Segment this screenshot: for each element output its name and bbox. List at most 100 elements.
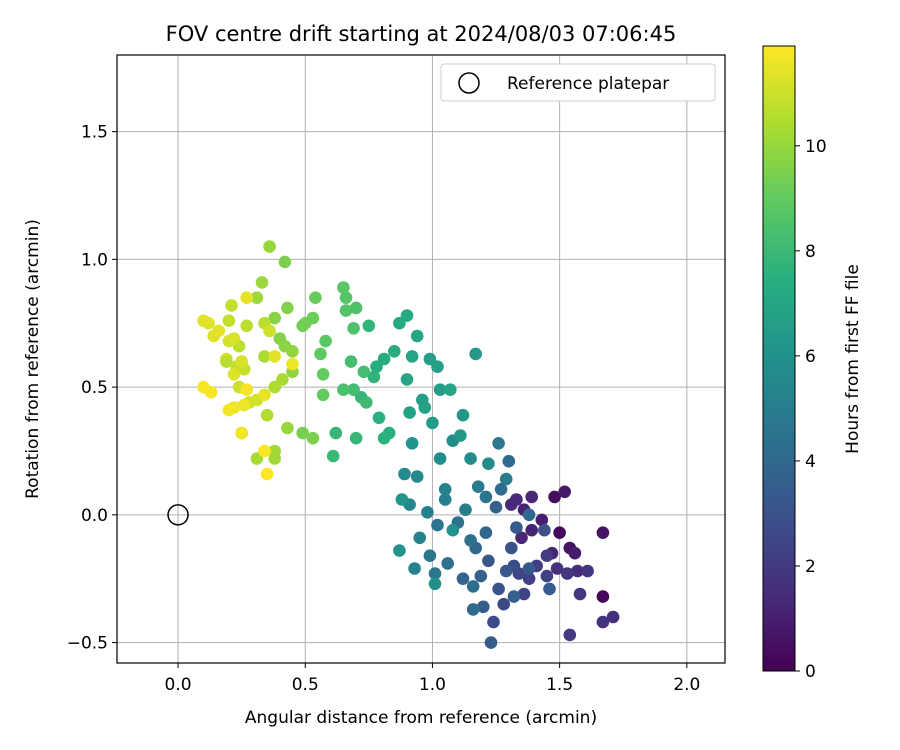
data-point <box>494 483 508 496</box>
data-point <box>240 319 253 333</box>
data-point <box>456 572 470 585</box>
data-point <box>466 580 480 593</box>
data-point <box>400 373 414 386</box>
data-point <box>499 472 513 486</box>
data-point <box>250 291 264 305</box>
data-point <box>263 240 276 253</box>
data-point <box>260 467 274 481</box>
data-point <box>553 526 566 539</box>
data-point <box>235 355 248 368</box>
data-point <box>606 610 620 624</box>
data-point <box>372 411 386 425</box>
data-point <box>360 396 373 409</box>
data-point <box>400 309 414 322</box>
colorbar-ticks: 0 2 4 6 8 10 <box>795 137 827 682</box>
data-point <box>347 383 360 397</box>
data-point <box>423 352 437 366</box>
legend: Reference platepar <box>440 63 716 102</box>
data-point <box>405 437 419 450</box>
colorbar-tick-label: 6 <box>805 347 816 367</box>
data-point <box>568 546 582 560</box>
data-point <box>349 431 363 445</box>
colorbar-tick-label: 2 <box>805 557 816 577</box>
data-point <box>220 355 233 368</box>
data-point <box>535 513 549 527</box>
data-point <box>482 457 495 471</box>
data-point <box>326 449 340 463</box>
data-point <box>227 368 241 381</box>
data-point <box>337 281 350 294</box>
data-point <box>505 541 518 555</box>
data-point <box>477 600 490 614</box>
data-point <box>540 549 554 562</box>
data-point <box>398 467 411 481</box>
data-point <box>474 569 488 583</box>
data-point <box>466 603 480 616</box>
data-point <box>505 498 518 511</box>
data-point <box>548 490 561 504</box>
data-point <box>538 523 551 537</box>
y-tick-label: 0.5 <box>81 378 108 398</box>
data-point <box>319 334 332 348</box>
reference-point <box>167 504 189 526</box>
data-point <box>540 569 554 583</box>
chart-title: FOV centre drift starting at 2024/08/03 … <box>166 22 677 46</box>
legend-label: Reference platepar <box>507 74 669 94</box>
data-point <box>316 388 330 402</box>
data-point <box>403 406 416 419</box>
x-tick-label: 0.0 <box>165 675 192 695</box>
reference-marker <box>167 504 189 526</box>
plot-frame <box>116 54 726 664</box>
data-point <box>296 319 310 333</box>
data-point <box>314 347 327 361</box>
grid-lines <box>117 55 725 663</box>
data-point <box>558 485 571 499</box>
x-tick-label: 1.5 <box>546 675 573 695</box>
data-point <box>395 493 409 506</box>
data-point <box>464 534 477 547</box>
data-point <box>479 526 493 539</box>
data-point <box>240 291 253 305</box>
data-point <box>339 304 353 317</box>
data-point <box>482 554 495 568</box>
data-point <box>456 408 470 422</box>
data-point <box>258 388 271 402</box>
data-point <box>344 355 358 368</box>
data-point <box>563 628 577 642</box>
data-point <box>428 577 442 591</box>
data-point <box>487 615 500 629</box>
data-point <box>357 365 371 379</box>
data-point <box>444 383 457 397</box>
data-point <box>377 431 391 445</box>
data-point <box>510 521 523 534</box>
data-point <box>388 345 401 358</box>
data-point <box>258 350 271 363</box>
data-point <box>441 557 455 570</box>
data-point <box>492 582 505 596</box>
colorbar-tick-label: 8 <box>805 242 816 262</box>
data-point <box>543 582 556 596</box>
y-axis-ticks: −0.5 0.0 0.5 1.0 1.5 <box>67 123 117 654</box>
data-point <box>370 360 383 374</box>
colorbar-tick-label: 0 <box>805 662 816 682</box>
data-point <box>227 332 241 345</box>
data-point <box>408 562 421 575</box>
data-point <box>421 506 434 519</box>
x-tick-label: 0.5 <box>292 675 319 695</box>
data-point <box>240 383 253 397</box>
data-point <box>410 470 424 483</box>
data-point <box>263 324 276 338</box>
x-axis-ticks: 0.0 0.5 1.0 1.5 2.0 <box>165 663 700 695</box>
colorbar-tick-label: 10 <box>805 137 827 157</box>
data-point <box>281 301 294 315</box>
data-point <box>571 564 584 578</box>
data-point <box>454 429 467 442</box>
data-point <box>197 380 210 394</box>
data-point <box>446 523 460 537</box>
data-point <box>276 373 289 386</box>
data-point <box>428 567 442 580</box>
data-point <box>255 276 269 289</box>
data-point <box>433 452 447 465</box>
data-point <box>337 383 350 397</box>
